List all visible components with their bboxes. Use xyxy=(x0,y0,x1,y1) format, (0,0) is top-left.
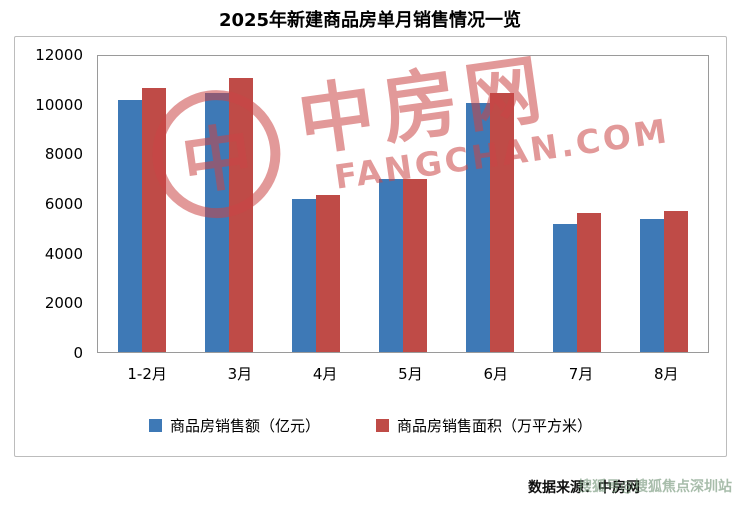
bar-group xyxy=(117,56,166,352)
bar-group xyxy=(466,56,515,352)
legend-label-sales-amount: 商品房销售额（亿元） xyxy=(169,417,320,435)
bar xyxy=(315,195,340,352)
bar xyxy=(490,93,515,352)
y-tick-label: 0 xyxy=(73,344,83,362)
x-tick-label: 4月 xyxy=(312,365,338,383)
x-tick-label: 6月 xyxy=(483,365,508,383)
bar xyxy=(553,223,578,352)
bar-group xyxy=(291,56,340,352)
legend-label-sales-area: 商品房销售面积（万平方米） xyxy=(397,417,593,435)
footer-watermark-text: 搜狐号@搜狐焦点深圳站 xyxy=(578,479,732,495)
x-axis-labels: 1-2月 3月 4月 5月 6月 7月 8月 xyxy=(97,363,709,384)
chart-container: 0 2000 4000 6000 8000 10000 12000 1-2月 3月 4月 5月 6月… xyxy=(14,36,727,457)
bar xyxy=(378,179,403,352)
bar-group xyxy=(553,56,602,352)
bar xyxy=(664,211,689,352)
x-tick-label: 3月 xyxy=(227,365,253,383)
bar xyxy=(228,78,253,352)
chart-title: 2025年新建商品房单月销售情况一览 xyxy=(218,10,522,31)
bar-group xyxy=(378,56,427,352)
y-axis: 0 2000 4000 6000 8000 10000 12000 xyxy=(15,46,93,362)
legend: 商品房销售额（亿元） 商品房销售面积（万平方米） xyxy=(15,415,726,436)
x-tick-label: 5月 xyxy=(398,365,423,383)
y-tick-label: 10000 xyxy=(35,95,83,114)
bar xyxy=(402,179,427,352)
legend-swatch-red xyxy=(376,419,389,432)
bar xyxy=(141,88,166,352)
bar xyxy=(577,212,602,352)
y-tick-label: 6000 xyxy=(44,195,83,213)
footer: 数据来源：中房网 搜狐号@搜狐焦点深圳站 xyxy=(528,477,732,497)
bar xyxy=(117,100,142,352)
legend-item-sales-amount: 商品房销售额（亿元） xyxy=(148,415,320,436)
data-source-text: 数据来源：中房网 xyxy=(528,480,640,496)
y-tick-label: 12000 xyxy=(35,46,83,64)
y-tick-label: 8000 xyxy=(44,145,83,164)
bar-group xyxy=(640,56,689,352)
plot-area xyxy=(97,55,709,353)
y-tick-label: 4000 xyxy=(44,244,83,263)
x-tick-label: 8月 xyxy=(654,365,679,383)
bar xyxy=(466,102,491,352)
legend-swatch-blue xyxy=(148,419,162,432)
bar xyxy=(640,218,665,352)
bar-group xyxy=(204,56,253,352)
bar xyxy=(204,93,229,352)
legend-item-sales-area: 商品房销售面积（万平方米） xyxy=(376,415,592,436)
x-tick-label: 1-2月 xyxy=(127,365,167,383)
y-tick-label: 2000 xyxy=(44,294,83,313)
bar xyxy=(291,199,316,352)
x-tick-label: 7月 xyxy=(568,365,594,383)
